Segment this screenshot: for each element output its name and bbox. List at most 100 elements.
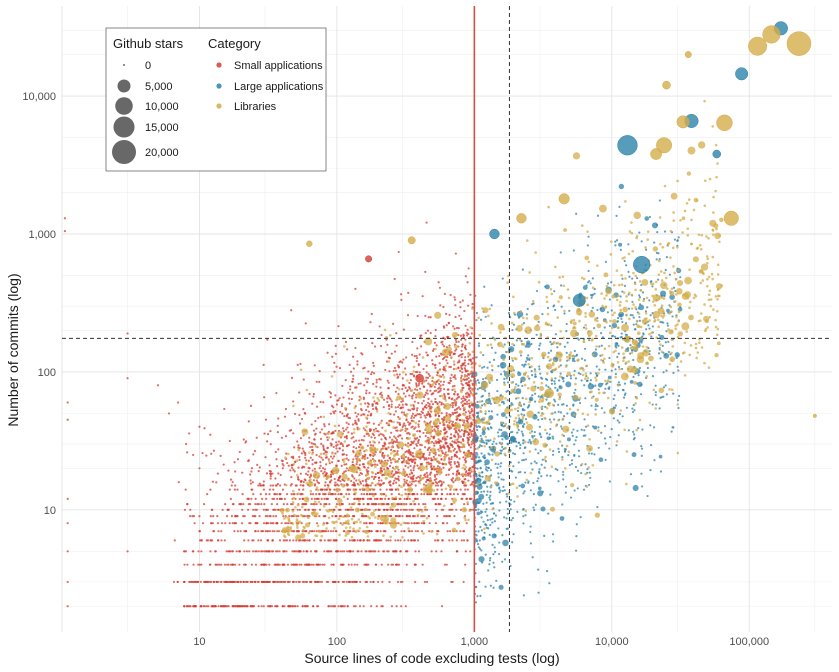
point-large-application xyxy=(539,433,542,436)
point-large-application xyxy=(617,365,621,369)
point-small-application xyxy=(366,497,370,500)
point-large-application xyxy=(479,512,482,515)
point-small-application xyxy=(308,392,311,396)
point-small-application xyxy=(437,539,440,542)
point-small-application xyxy=(468,469,471,472)
point-small-application xyxy=(371,475,374,478)
point-small-application xyxy=(403,497,406,500)
point-large-application xyxy=(501,560,504,563)
point-large-application xyxy=(598,368,601,371)
point-large-application xyxy=(496,389,499,393)
point-small-application xyxy=(226,508,229,511)
point-small-application xyxy=(415,356,419,360)
point-small-application xyxy=(254,497,257,500)
point-small-application xyxy=(460,397,463,400)
point-large-application xyxy=(537,418,540,421)
point-small-application xyxy=(402,424,405,427)
point-small-application xyxy=(453,453,456,457)
point-small-application xyxy=(417,425,420,428)
point-small-application xyxy=(416,347,419,350)
point-small-application xyxy=(425,484,428,487)
point-large-application xyxy=(601,336,605,339)
point-small-application xyxy=(404,373,407,376)
point-small-application xyxy=(460,497,463,500)
point-small-application xyxy=(440,440,443,443)
point-large-application xyxy=(600,344,603,347)
point-small-application xyxy=(262,580,265,584)
point-large-application xyxy=(629,343,632,347)
point-small-application xyxy=(340,403,344,406)
point-large-application xyxy=(501,424,504,427)
point-large-application xyxy=(498,491,501,494)
point-small-application xyxy=(427,447,430,450)
point-small-application xyxy=(439,446,442,450)
point-small-application xyxy=(384,351,388,354)
point-small-application xyxy=(407,456,410,459)
point-small-application xyxy=(332,430,335,434)
point-small-application xyxy=(374,563,378,566)
point-large-application xyxy=(503,370,506,373)
point-small-application xyxy=(277,448,280,451)
point-small-application xyxy=(447,381,450,384)
point-small-application xyxy=(295,550,298,553)
point-small-application xyxy=(399,580,402,584)
point-small-application xyxy=(413,427,416,430)
point-small-application xyxy=(280,522,283,525)
point-large-application xyxy=(545,384,548,387)
point-small-application xyxy=(296,363,299,367)
point-small-application xyxy=(462,439,465,443)
point-large-application xyxy=(512,533,515,536)
point-small-application xyxy=(417,550,421,553)
point-small-application xyxy=(242,438,245,441)
point-small-application xyxy=(66,418,69,421)
point-large-application xyxy=(551,533,555,536)
point-large-application xyxy=(549,436,552,440)
point-small-application xyxy=(405,482,408,485)
point-large-application xyxy=(511,517,515,520)
point-small-application xyxy=(470,423,474,426)
point-small-application xyxy=(443,426,446,429)
point-small-application xyxy=(377,479,381,482)
point-small-application xyxy=(411,372,414,376)
point-small-application xyxy=(402,468,405,471)
point-small-application xyxy=(407,530,411,533)
point-large-application xyxy=(565,351,568,354)
point-small-application xyxy=(66,522,69,525)
point-small-application xyxy=(278,580,281,584)
point-small-application xyxy=(337,605,340,608)
point-library xyxy=(716,273,720,276)
point-small-application xyxy=(252,453,255,456)
point-large-application xyxy=(516,510,519,513)
point-small-application xyxy=(322,452,325,455)
point-library xyxy=(487,380,491,383)
point-small-application xyxy=(177,481,180,484)
point-large-application xyxy=(540,475,543,478)
point-small-application xyxy=(421,402,424,405)
point-large-application xyxy=(649,468,652,472)
point-small-application xyxy=(390,405,393,409)
point-large-application xyxy=(498,552,501,556)
point-large-application xyxy=(570,462,574,465)
point-small-application xyxy=(463,451,466,454)
point-small-application xyxy=(308,539,311,542)
point-small-application xyxy=(206,539,210,542)
point-small-application xyxy=(405,508,408,511)
point-small-application xyxy=(312,395,315,398)
point-small-application xyxy=(379,386,382,389)
point-small-application xyxy=(378,325,381,328)
point-large-application xyxy=(659,357,662,360)
point-small-application xyxy=(452,367,456,371)
point-small-application xyxy=(368,522,371,525)
point-large-application xyxy=(506,512,509,515)
point-small-application xyxy=(236,515,239,518)
point-large-application xyxy=(493,512,496,515)
point-small-application xyxy=(361,497,364,500)
point-small-application xyxy=(383,454,386,457)
point-large-application xyxy=(518,417,521,420)
point-small-application xyxy=(431,402,435,406)
point-small-application xyxy=(243,539,246,542)
point-small-application xyxy=(388,522,391,525)
point-small-application xyxy=(383,550,386,553)
point-large-application xyxy=(615,239,619,242)
point-large-application xyxy=(575,435,578,439)
